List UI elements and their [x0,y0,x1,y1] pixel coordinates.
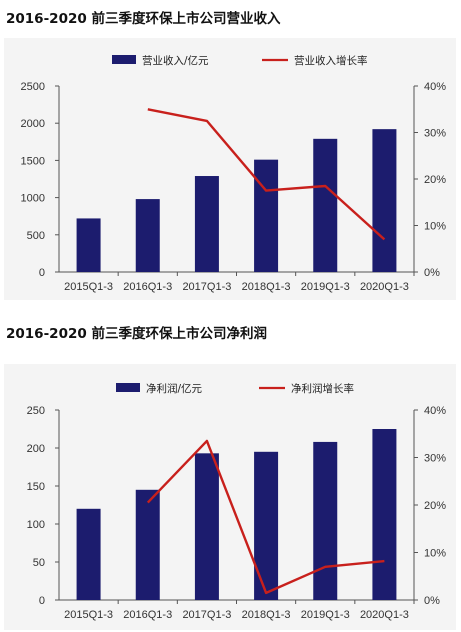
y-right-tick-label: 10% [424,221,446,233]
chart1-panel: 营业收入/亿元 营业收入增长率 0 500 1000 1500 2000 2500 0% 10% 2… [4,38,456,300]
y-left-tick-label: 2000 [21,118,45,130]
y-left-tick-label: 1500 [21,155,45,167]
bar-2017Q1-3 [194,453,219,600]
y-left-tick-label: 2500 [21,81,45,93]
y-right-tick-label: 0% [424,595,440,607]
x-tick-label: 2018Q1-3 [242,609,291,621]
y-right-tick-label: 40% [424,81,446,93]
x-tick-label: 2017Q1-3 [182,281,231,293]
legend-bar-label: 净利润/亿元 [146,382,203,395]
y-left-tick-label: 150 [27,481,45,493]
y-right-tick-label: 0% [424,267,440,279]
y-left-tick-label: 1000 [21,193,45,205]
legend-bar-swatch [112,55,136,64]
net-profit-chart: 净利润/亿元 净利润增长率 0 50 100 150 200 250 0% 10% 20% 30% 40… [27,382,447,621]
legend-bar-swatch [116,383,140,392]
bar-2016Q1-3 [135,489,160,600]
y-left-tick-label: 50 [33,557,45,569]
x-tick-label: 2015Q1-3 [64,609,113,621]
chart2-panel: 净利润/亿元 净利润增长率 0 50 100 150 200 250 0% 10% 20% 30% 40… [4,364,456,630]
x-tick-label: 2015Q1-3 [64,281,113,293]
growth-rate-line [146,439,385,595]
x-tick-label: 2020Q1-3 [360,281,409,293]
x-tick-label: 2016Q1-3 [123,609,172,621]
bar-2018Q1-3 [254,159,279,272]
y-right-tick-label: 30% [424,128,446,140]
bar-2020Q1-3 [372,429,397,600]
x-tick-label: 2017Q1-3 [182,609,231,621]
chart1-title: 2016-2020 前三季度环保上市公司营业收入 [6,11,281,27]
y-right-tick-label: 20% [424,174,446,186]
legend-bar-label: 营业收入/亿元 [142,54,209,67]
bar-2019Q1-3 [313,138,338,272]
legend-line-label: 净利润增长率 [291,382,354,395]
x-tick-label: 2020Q1-3 [360,609,409,621]
y-left-tick-label: 0 [39,267,45,279]
legend-line-label: 营业收入增长率 [294,54,368,67]
bar-2016Q1-3 [135,199,160,272]
y-left-tick-label: 200 [27,443,45,455]
x-tick-label: 2018Q1-3 [242,281,291,293]
bar-2018Q1-3 [254,451,279,600]
bar-2015Q1-3 [76,218,101,272]
bar-2019Q1-3 [313,441,338,600]
x-tick-label: 2016Q1-3 [123,281,172,293]
y-right-tick-label: 30% [424,453,446,465]
bar-2015Q1-3 [76,508,101,600]
chart2-title: 2016-2020 前三季度环保上市公司净利润 [6,326,267,342]
y-left-tick-label: 250 [27,405,45,417]
y-right-tick-label: 10% [424,548,446,560]
y-right-tick-label: 40% [424,405,446,417]
growth-rate-line [147,108,386,241]
x-tick-label: 2019Q1-3 [301,281,350,293]
bar-2017Q1-3 [194,176,219,272]
bar-2020Q1-3 [372,129,397,272]
y-left-tick-label: 0 [39,595,45,607]
revenue-chart: 营业收入/亿元 营业收入增长率 0 500 1000 1500 2000 2500 0% 10% 2… [21,54,447,293]
x-tick-label: 2019Q1-3 [301,609,350,621]
y-right-tick-label: 20% [424,500,446,512]
y-left-tick-label: 100 [27,519,45,531]
y-left-tick-label: 500 [27,230,45,242]
